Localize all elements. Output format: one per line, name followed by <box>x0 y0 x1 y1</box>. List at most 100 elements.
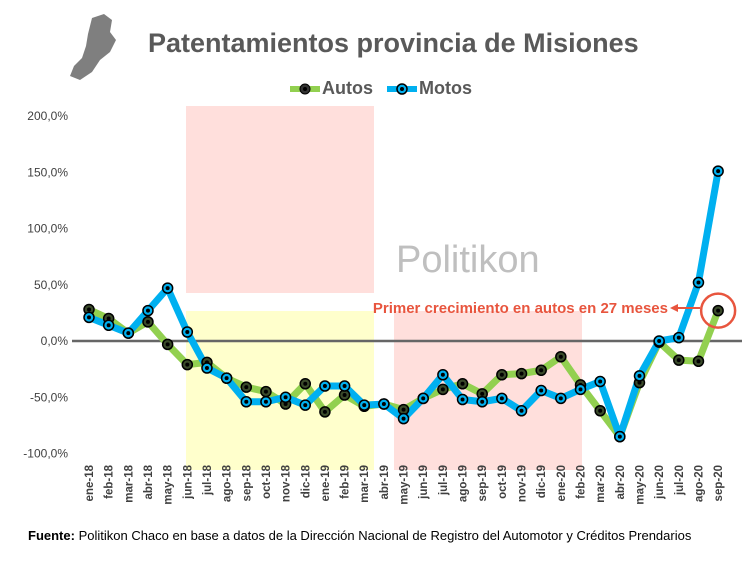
data-point-center <box>598 380 602 384</box>
data-point-center <box>402 417 406 421</box>
legend-item-autos: Autos <box>290 78 373 99</box>
source-label: Fuente: <box>28 528 75 543</box>
data-point-center <box>579 387 583 391</box>
data-point-center <box>303 382 307 386</box>
data-point-center <box>441 387 445 391</box>
data-point-center <box>323 384 327 388</box>
data-point-center <box>618 435 622 439</box>
data-point-center <box>657 339 661 343</box>
data-point-center <box>166 342 170 346</box>
x-tick-label: jun-19 <box>418 465 430 500</box>
data-point-center <box>205 366 209 370</box>
x-tick-label: nov-18 <box>281 464 293 502</box>
data-point-center <box>146 309 150 313</box>
data-point-center <box>696 281 700 285</box>
x-tick-label: abr-19 <box>379 465 391 500</box>
x-tick-label: feb-18 <box>104 464 116 498</box>
data-point-center <box>126 331 130 335</box>
data-point-center <box>716 169 720 173</box>
data-point-center <box>343 393 347 397</box>
x-tick-label: sep-18 <box>241 464 253 501</box>
data-point-center <box>559 355 563 359</box>
y-tick-label: -50,0% <box>30 390 68 404</box>
x-tick-label: ene-20 <box>556 465 568 501</box>
source-text: Politikon Chaco en base a datos de la Di… <box>75 528 691 543</box>
data-point-center <box>323 410 327 414</box>
x-tick-label: abr-18 <box>143 464 155 499</box>
data-point-center <box>146 320 150 324</box>
x-tick-label: feb-19 <box>340 465 352 499</box>
x-tick-label: mar-20 <box>595 465 607 503</box>
x-tick-label: sep-19 <box>477 465 489 501</box>
data-point-center <box>421 396 425 400</box>
x-tick-label: nov-19 <box>517 465 529 502</box>
province-map-icon <box>70 14 116 80</box>
data-point-center <box>598 409 602 413</box>
x-tick-label: may-18 <box>163 464 175 504</box>
data-point-center <box>677 336 681 340</box>
x-tick-label: dic-19 <box>536 465 548 498</box>
data-point-center <box>303 403 307 407</box>
x-tick-label: ago-19 <box>458 465 470 502</box>
data-point-center <box>244 385 248 389</box>
x-tick-label: oct-19 <box>497 465 509 499</box>
data-point-center <box>362 403 366 407</box>
data-point-center <box>441 373 445 377</box>
x-tick-label: may-20 <box>634 465 646 505</box>
annotation-text: Primer crecimiento en autos en 27 meses <box>373 300 668 317</box>
data-point-center <box>461 398 465 402</box>
arrow-head-icon <box>670 304 678 312</box>
data-point-center <box>637 374 641 378</box>
data-point-center <box>225 376 229 380</box>
data-point-center <box>87 308 91 312</box>
data-point-center <box>696 359 700 363</box>
x-tick-label: may-19 <box>399 465 411 505</box>
x-tick-label: oct-18 <box>261 464 273 498</box>
data-point-center <box>716 309 720 313</box>
y-tick-label: 0,0% <box>41 334 69 348</box>
legend-swatch-motos <box>387 82 417 96</box>
data-point-center <box>480 392 484 396</box>
data-point-center <box>500 396 504 400</box>
data-point-center <box>107 323 111 327</box>
chart-title: Patentamientos provincia de Misiones <box>148 28 639 59</box>
data-point-center <box>559 396 563 400</box>
x-tick-label: ago-18 <box>222 464 234 502</box>
data-point-center <box>520 372 524 376</box>
x-tick-label: ene-19 <box>320 465 332 501</box>
legend-item-motos: Motos <box>387 78 472 99</box>
data-point-center <box>382 402 386 406</box>
data-point-center <box>264 390 268 394</box>
data-point-center <box>402 408 406 412</box>
shaded-region <box>186 106 374 293</box>
data-point-center <box>539 368 543 372</box>
legend-swatch-autos <box>290 82 320 96</box>
data-point-center <box>166 286 170 290</box>
legend: Autos Motos <box>290 78 472 99</box>
x-tick-label: feb-20 <box>576 465 588 499</box>
x-tick-label: mar-18 <box>123 464 135 502</box>
data-point-center <box>244 400 248 404</box>
data-point-center <box>677 358 681 362</box>
y-tick-label: 50,0% <box>34 278 68 292</box>
y-tick-label: 200,0% <box>27 109 68 123</box>
data-point-center <box>264 400 268 404</box>
x-tick-label: dic-18 <box>300 464 312 498</box>
data-point-center <box>343 384 347 388</box>
x-tick-label: jun-18 <box>182 464 194 499</box>
source-note: Fuente: Politikon Chaco en base a datos … <box>28 528 691 543</box>
x-tick-label: jul-20 <box>674 465 686 496</box>
x-tick-label: jul-18 <box>202 464 214 496</box>
x-tick-label: ene-18 <box>84 464 96 501</box>
watermark: Politikon <box>396 239 540 281</box>
data-point-center <box>520 409 524 413</box>
x-tick-label: jun-20 <box>654 465 666 500</box>
data-point-center <box>185 363 189 367</box>
data-point-center <box>461 382 465 386</box>
data-point-center <box>500 373 504 377</box>
data-point-center <box>539 389 543 393</box>
x-tick-label: jul-19 <box>438 465 450 496</box>
data-point-center <box>185 330 189 334</box>
legend-label-autos: Autos <box>322 78 373 99</box>
